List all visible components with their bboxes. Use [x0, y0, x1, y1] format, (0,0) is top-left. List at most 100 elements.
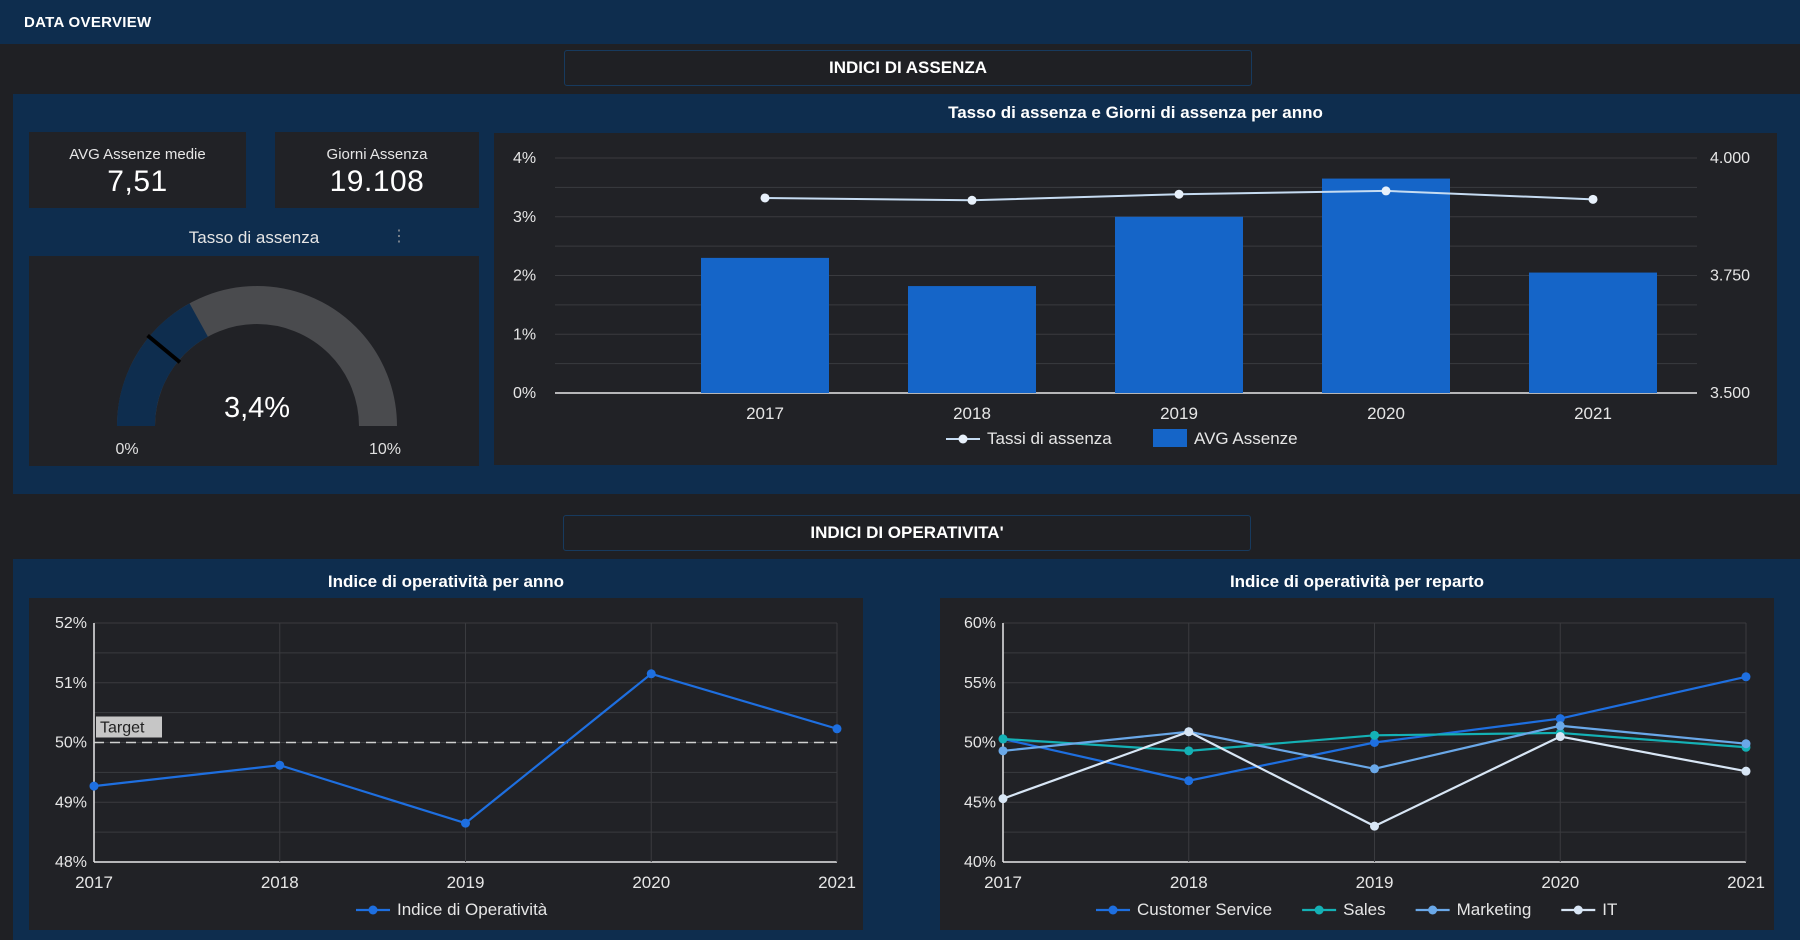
gauge-title: Tasso di assenza [188, 228, 320, 247]
x-tick-label: 2020 [1367, 404, 1405, 423]
point-tassi-di-assenza [760, 193, 770, 203]
x-tick-label: 2018 [1170, 873, 1208, 892]
y-tick-label: 45% [964, 794, 996, 811]
point-it [1184, 727, 1194, 737]
target-label: Target [100, 720, 145, 737]
point-indice-di-operativit [461, 818, 470, 828]
point-customer-service [1741, 672, 1751, 682]
x-tick-label: 2018 [261, 873, 299, 892]
gauge-target-marker [146, 333, 182, 364]
bar-avg-assenze [701, 257, 829, 393]
legend-label: Marketing [1457, 900, 1532, 919]
kpi-avg-label: AVG Assenze medie [69, 146, 206, 163]
point-sales [1370, 730, 1379, 740]
top-bar: DATA OVERVIEW [0, 0, 1800, 44]
bar-avg-assenze [908, 286, 1036, 393]
legend-label: IT [1602, 900, 1617, 919]
x-tick-label: 2018 [953, 404, 991, 423]
point-indice-di-operativit [275, 760, 285, 770]
x-tick-label: 2017 [746, 404, 784, 423]
y-tick-label: 60% [964, 615, 996, 632]
y-left-tick-label: 1% [513, 326, 536, 343]
x-tick-label: 2017 [984, 873, 1022, 892]
y-left-tick-label: 2% [513, 268, 536, 285]
legend-marker-it [1573, 905, 1583, 915]
point-customer-service [1555, 714, 1565, 724]
gauge-card: 3,4% 0% 10% [29, 256, 479, 466]
point-tassi-di-assenza [1588, 194, 1598, 204]
point-indice-di-operativit [646, 669, 656, 679]
point-sales [998, 734, 1008, 744]
kpi-avg-assenze: AVG Assenze medie 7,51 [29, 132, 246, 208]
page-title: DATA OVERVIEW [24, 14, 152, 31]
chart-operativita-anno: 48% 49% 50% 51% 52% 2017 2018 2019 2020 2021 Targe… [55, 615, 856, 919]
legend-marker-tassi-di-assenza [958, 434, 968, 444]
chart-operativita-reparto: 40% 45% 50% 55% 60% 2017 2018 2019 2020 2021 Custo… [964, 615, 1765, 919]
point-it [998, 794, 1008, 804]
point-customer-service [1184, 776, 1194, 786]
kpi-giorni-label: Giorni Assenza [326, 146, 428, 163]
point-marketing [998, 746, 1008, 756]
point-marketing [1741, 739, 1751, 749]
y-tick-label: 51% [55, 675, 87, 692]
y-tick-label: 49% [55, 794, 87, 811]
y-right-tick-label: 3.500 [1710, 385, 1750, 402]
point-customer-service [1370, 738, 1379, 747]
y-tick-label: 50% [55, 735, 87, 752]
kpi-giorni-value: 19.108 [329, 165, 425, 198]
section-title-assenza: INDICI DI ASSENZA [828, 58, 988, 77]
x-tick-label: 2021 [818, 873, 856, 892]
legend-label: Tassi di assenza [987, 429, 1112, 448]
bar-avg-assenze [1115, 216, 1243, 393]
x-tick-label: 2017 [75, 873, 113, 892]
x-tick-label: 2021 [1727, 873, 1765, 892]
legend-label: Customer Service [1137, 900, 1272, 919]
chart-assenza-anno: 0% 1% 2% 3% 4% 3.500 3.750 4.000 2017 2018 2019 202… [513, 150, 1750, 448]
gauge-min-label: 0% [115, 441, 138, 458]
y-tick-label: 55% [964, 675, 996, 692]
legend-marker-sales [1314, 905, 1324, 915]
y-tick-label: 48% [55, 854, 87, 871]
legend-marker-indice-di-operativit [368, 905, 378, 915]
chart-title-operativita-anno: Indice di operatività per anno [327, 572, 565, 591]
gauge-fill [117, 303, 209, 427]
point-it [1370, 821, 1379, 831]
point-indice-di-operativit [832, 724, 842, 734]
point-tassi-di-assenza [967, 195, 977, 205]
legend-label: Indice di Operatività [397, 900, 548, 919]
chart-card-assenza-anno: 0% 1% 2% 3% 4% 3.500 3.750 4.000 2017 2018 2019 202… [494, 133, 1777, 465]
legend-label: AVG Assenze [1194, 429, 1298, 448]
bar-avg-assenze [1322, 178, 1450, 393]
target-label-box [96, 716, 162, 738]
y-tick-label: 52% [55, 615, 87, 632]
point-tassi-di-assenza [1174, 189, 1184, 199]
y-tick-label: 40% [964, 854, 996, 871]
gauge-max-label: 10% [369, 441, 401, 458]
more-options-icon[interactable]: ⋮ [391, 228, 407, 245]
x-tick-label: 2020 [632, 873, 670, 892]
point-it [1555, 732, 1565, 742]
section-header-operativita: INDICI DI OPERATIVITA' [563, 515, 1251, 551]
x-tick-label: 2020 [1541, 873, 1579, 892]
chart-title-operativita-reparto: Indice di operatività per reparto [1229, 572, 1485, 591]
y-right-tick-label: 4.000 [1710, 150, 1750, 167]
section-title-operativita: INDICI DI OPERATIVITA' [810, 523, 1004, 542]
chart-card-operativita-anno: 48% 49% 50% 51% 52% 2017 2018 2019 2020 2021 Targe… [29, 598, 863, 930]
kpi-avg-value: 7,51 [107, 165, 168, 198]
y-left-tick-label: 4% [513, 150, 536, 167]
point-sales [1184, 746, 1194, 756]
y-left-tick-label: 0% [513, 385, 536, 402]
point-it [1741, 766, 1751, 776]
section-header-assenza: INDICI DI ASSENZA [564, 50, 1252, 86]
x-tick-label: 2019 [1356, 873, 1394, 892]
kpi-giorni-assenza: Giorni Assenza 19.108 [275, 132, 479, 208]
point-indice-di-operativit [89, 781, 99, 791]
chart-title-assenza-anno: Tasso di assenza e Giorni di assenza per… [948, 103, 1323, 122]
gauge-chart: 3,4% 0% 10% [115, 286, 401, 458]
x-tick-label: 2019 [1160, 404, 1198, 423]
bar-avg-assenze [1529, 272, 1657, 393]
y-left-tick-label: 3% [513, 209, 536, 226]
gauge-value-label: 3,4% [224, 392, 290, 424]
legend-label: Sales [1343, 900, 1386, 919]
legend-marker-customer-service [1108, 905, 1118, 915]
